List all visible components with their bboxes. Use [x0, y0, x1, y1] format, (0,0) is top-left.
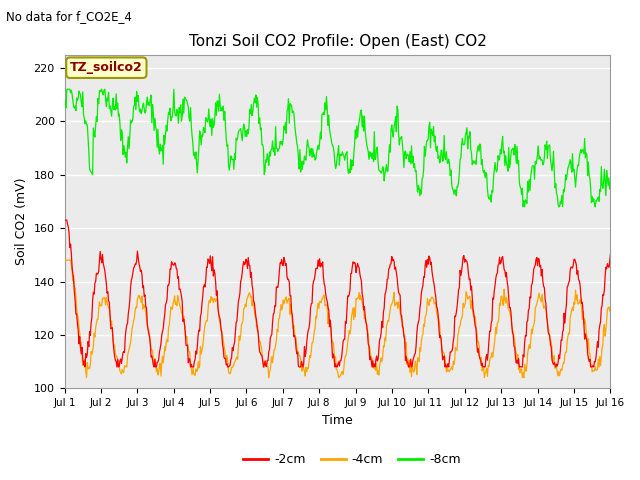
Legend: -2cm, -4cm, -8cm: -2cm, -4cm, -8cm: [238, 448, 466, 471]
Y-axis label: Soil CO2 (mV): Soil CO2 (mV): [15, 178, 28, 265]
X-axis label: Time: Time: [322, 414, 353, 427]
Title: Tonzi Soil CO2 Profile: Open (East) CO2: Tonzi Soil CO2 Profile: Open (East) CO2: [189, 34, 486, 49]
Text: No data for f_CO2E_4: No data for f_CO2E_4: [6, 10, 132, 23]
Text: TZ_soilco2: TZ_soilco2: [70, 61, 143, 74]
